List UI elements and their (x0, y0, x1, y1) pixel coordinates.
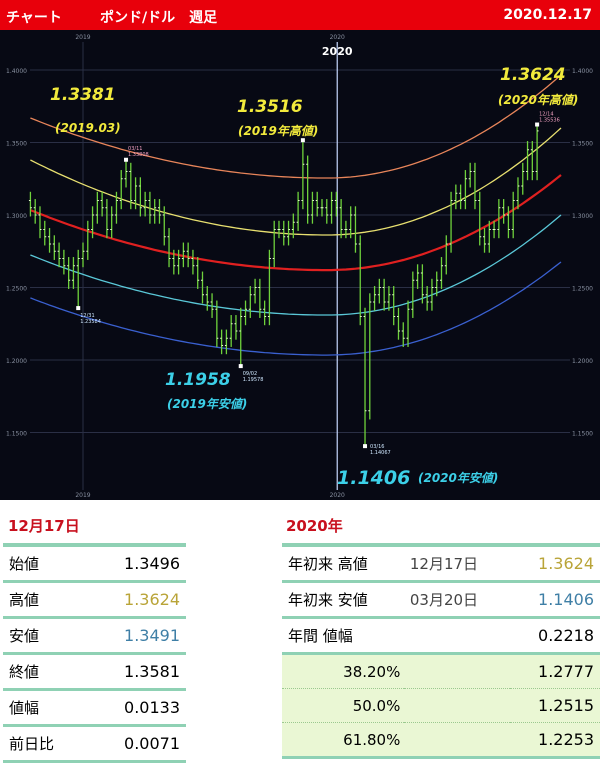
marker-value: 1.35536 (539, 118, 560, 124)
ytd-low-date: 03月20日 (403, 581, 511, 619)
header-date: 2020.12.17 (503, 7, 592, 23)
daily-label: 安値 (3, 617, 87, 655)
x-tick-label-bottom: 2019 (75, 492, 90, 499)
daily-label: 前日比 (3, 725, 87, 763)
marker-date: 12/31 (80, 313, 94, 319)
ytd-low-label: 年初来 安値 (282, 581, 404, 619)
price-annotation-caption: (2020年安値) (418, 471, 498, 485)
extreme-marker (300, 138, 305, 143)
marker-date: 03/16 (370, 444, 384, 450)
yearly-title: 2020年 (286, 517, 343, 535)
price-annotation: 1.1406 (337, 467, 410, 489)
y-tick-label-right: 1.1500 (572, 431, 593, 438)
extreme-marker (363, 444, 368, 449)
y-tick-label-left: 1.2000 (6, 358, 27, 365)
daily-table: 始値 1.3496 高値 1.3624 安値 1.3491 終値 1.3581 値幅 0.0133… (3, 543, 186, 763)
price-annotation: 1.3624 (500, 65, 566, 85)
ytd-high-date: 12月17日 (403, 545, 511, 583)
header-label: チャート (6, 10, 62, 26)
daily-row: 安値 1.3491 (3, 617, 186, 655)
y-tick-label-left: 1.2500 (6, 286, 27, 293)
price-annotation-caption: (2019年安値) (167, 397, 247, 411)
fib-row: 61.80% 1.2253 (282, 722, 600, 759)
extreme-marker (124, 157, 129, 162)
fib-value: 1.2515 (510, 688, 600, 723)
fib-value: 1.2253 (510, 722, 600, 759)
daily-row: 値幅 0.0133 (3, 689, 186, 727)
y-tick-label-left: 1.1500 (6, 431, 27, 438)
y-tick-label-right: 1.2000 (572, 358, 593, 365)
marker-value: 1.23584 (80, 319, 101, 325)
daily-row: 終値 1.3581 (3, 653, 186, 691)
daily-value: 0.0133 (86, 689, 186, 727)
y-tick-label-left: 1.4000 (6, 68, 27, 75)
daily-row: 高値 1.3624 (3, 581, 186, 619)
marker-value: 1.14067 (370, 450, 391, 456)
ytd-low-row: 年初来 安値 03月20日 1.1406 (282, 581, 600, 619)
y-tick-label-right: 1.2500 (572, 286, 593, 293)
fib-pct: 50.0% (282, 688, 511, 723)
range-row: 年間 値幅 0.2218 (282, 617, 600, 655)
ytd-high-label: 年初来 高値 (282, 545, 404, 583)
channel-line (30, 214, 562, 316)
yearly-table: 年初来 高値 12月17日 1.3624 年初来 安値 03月20日 1.140… (282, 543, 600, 759)
price-annotation-caption: (2019年高値) (238, 124, 318, 138)
marker-date: 03/11 (128, 146, 142, 152)
y-tick-label-left: 1.3000 (6, 213, 27, 220)
ytd-low-value: 1.1406 (510, 581, 600, 619)
daily-value: 1.3624 (86, 581, 186, 619)
daily-value: 1.3581 (86, 653, 186, 691)
year-marker-label: 2020 (322, 45, 353, 58)
marker-date: 09/02 (243, 371, 257, 377)
x-tick-label-top: 2020 (330, 34, 345, 41)
extreme-marker (238, 364, 243, 369)
weekly-price-chart: 1.4000 1.4000 1.3500 1.3500 1.3000 1.3000 1.25… (0, 30, 600, 500)
fib-pct: 61.80% (282, 722, 511, 759)
marker-value: 1.33808 (128, 152, 149, 158)
extreme-marker (76, 306, 81, 311)
price-annotation-caption: (2019.03) (55, 121, 121, 135)
daily-title: 12月17日 (8, 517, 80, 535)
daily-label: 値幅 (3, 689, 87, 727)
channel-line (30, 261, 562, 356)
price-annotation: 1.3381 (50, 85, 116, 105)
ytd-high-value: 1.3624 (510, 545, 600, 583)
y-tick-label-right: 1.3500 (572, 141, 593, 148)
daily-label: 高値 (3, 581, 87, 619)
ytd-high-row: 年初来 高値 12月17日 1.3624 (282, 545, 600, 583)
daily-row: 始値 1.3496 (3, 545, 186, 583)
y-tick-label-right: 1.4000 (572, 68, 593, 75)
y-tick-label-right: 1.3000 (572, 213, 593, 220)
channel-line (29, 174, 562, 272)
price-annotation-caption: (2020年高値) (498, 93, 578, 107)
daily-value: 1.3496 (86, 545, 186, 583)
extreme-marker (535, 122, 540, 127)
price-annotation: 1.1958 (165, 370, 231, 390)
marker-value: 1.19578 (243, 377, 264, 383)
y-tick-label-left: 1.3500 (6, 141, 27, 148)
range-label: 年間 値幅 (282, 617, 404, 655)
daily-value: 0.0071 (86, 725, 186, 763)
fib-value: 1.2777 (510, 653, 600, 689)
range-value: 0.2218 (510, 617, 600, 655)
daily-label: 始値 (3, 545, 87, 583)
fib-pct: 38.20% (282, 653, 511, 689)
price-annotation: 1.3516 (237, 97, 303, 117)
fib-row: 50.0% 1.2515 (282, 688, 600, 723)
x-tick-label-bottom: 2020 (330, 492, 345, 499)
x-tick-label-top: 2019 (75, 34, 90, 41)
daily-value: 1.3491 (86, 617, 186, 655)
daily-label: 終値 (3, 653, 87, 691)
header-bar: チャート ポンド/ドル 週足 2020.12.17 (0, 0, 600, 30)
header-title: ポンド/ドル 週足 (100, 10, 218, 26)
channel-line (30, 127, 562, 236)
fib-row: 38.20% 1.2777 (282, 653, 600, 689)
marker-date: 12/14 (539, 112, 553, 118)
daily-row: 前日比 0.0071 (3, 725, 186, 763)
channel-line (30, 74, 562, 179)
